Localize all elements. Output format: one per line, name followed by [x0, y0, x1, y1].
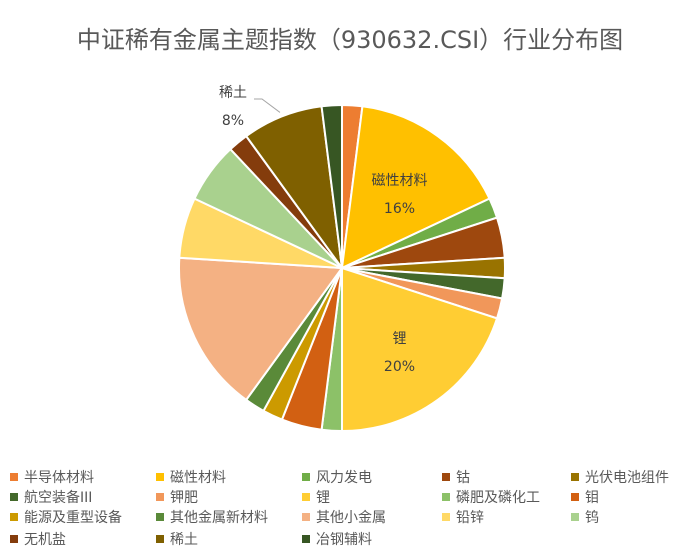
- legend-swatch: [302, 473, 310, 481]
- legend-item: 其他小金属: [302, 510, 386, 526]
- legend-swatch: [442, 493, 450, 501]
- legend-label: 半导体材料: [24, 470, 94, 486]
- legend-swatch: [571, 493, 579, 501]
- legend-swatch: [10, 513, 18, 521]
- legend-swatch: [10, 473, 18, 481]
- data-label-name: 稀土: [219, 85, 247, 101]
- data-labels: 磁性材料 16% 锂 20% 稀土 8%: [219, 85, 427, 375]
- legend-item: 磷肥及磷化工: [442, 490, 540, 506]
- pie-slices: [178, 103, 506, 433]
- legend-item: 其他金属新材料: [156, 510, 268, 526]
- legend-label: 铅锌: [456, 510, 484, 526]
- legend-label: 锂: [316, 490, 330, 506]
- legend-item: 铅锌: [442, 510, 484, 526]
- pie-slice-17: [320, 103, 343, 269]
- legend-swatch: [302, 535, 310, 543]
- legend-label: 冶钢辅料: [316, 532, 372, 548]
- legend-item: 光伏电池组件: [571, 470, 669, 486]
- pie-slice-1: [340, 105, 491, 270]
- legend-label: 能源及重型设备: [24, 509, 122, 526]
- legend-label: 无机盐: [24, 532, 66, 548]
- legend-item: 能源及重型设备: [10, 509, 122, 526]
- legend-item: 钨: [571, 510, 599, 526]
- legend-label: 稀土: [170, 532, 198, 548]
- pie-slice-12: [178, 256, 344, 402]
- legend-label: 钾肥: [170, 490, 198, 506]
- legend-swatch: [156, 493, 164, 501]
- legend-swatch: [156, 535, 164, 543]
- legend-swatch: [571, 473, 579, 481]
- data-label-value: 20%: [384, 359, 415, 375]
- data-label-value: 16%: [384, 201, 415, 217]
- legend-item: 稀土: [156, 532, 198, 548]
- legend-swatch: [10, 493, 18, 501]
- legend-item: 钴: [442, 470, 470, 486]
- legend-swatch: [10, 535, 18, 543]
- legend-swatch: [571, 513, 579, 521]
- legend-label: 其他金属新材料: [170, 510, 268, 526]
- legend-swatch: [442, 513, 450, 521]
- legend-label: 磷肥及磷化工: [456, 490, 540, 506]
- legend-item: 钾肥: [156, 490, 198, 506]
- legend-item: 锂: [302, 490, 330, 506]
- pie-slice-7: [341, 266, 499, 433]
- legend-swatch: [156, 473, 164, 481]
- legend-item: 风力发电: [302, 470, 372, 486]
- legend-swatch: [302, 513, 310, 521]
- legend-label: 钨: [585, 510, 599, 526]
- data-label-value: 8%: [222, 113, 244, 129]
- data-label-name: 磁性材料: [371, 173, 427, 189]
- legend-item: 磁性材料: [156, 470, 226, 486]
- legend-label: 航空装备III: [24, 489, 92, 506]
- legend-item: 钼: [571, 490, 599, 506]
- legend-swatch: [302, 493, 310, 501]
- legend-label: 其他小金属: [316, 510, 386, 526]
- legend-label: 钼: [585, 490, 599, 506]
- legend-label: 光伏电池组件: [585, 470, 669, 486]
- chart-title: 中证稀有金属主题指数（930632.CSI）行业分布图: [77, 26, 623, 54]
- legend-label: 磁性材料: [170, 470, 226, 486]
- legend-swatch: [156, 513, 164, 521]
- legend-swatch: [442, 473, 450, 481]
- legend-item: 半导体材料: [10, 470, 94, 486]
- data-label-name: 锂: [392, 331, 406, 347]
- legend-label: 风力发电: [316, 470, 372, 486]
- legend-item: 航空装备III: [10, 489, 92, 506]
- legend-item: 冶钢辅料: [302, 532, 372, 548]
- legend-item: 无机盐: [10, 532, 66, 548]
- legend-label: 钴: [456, 470, 470, 486]
- leader-line: [254, 98, 281, 113]
